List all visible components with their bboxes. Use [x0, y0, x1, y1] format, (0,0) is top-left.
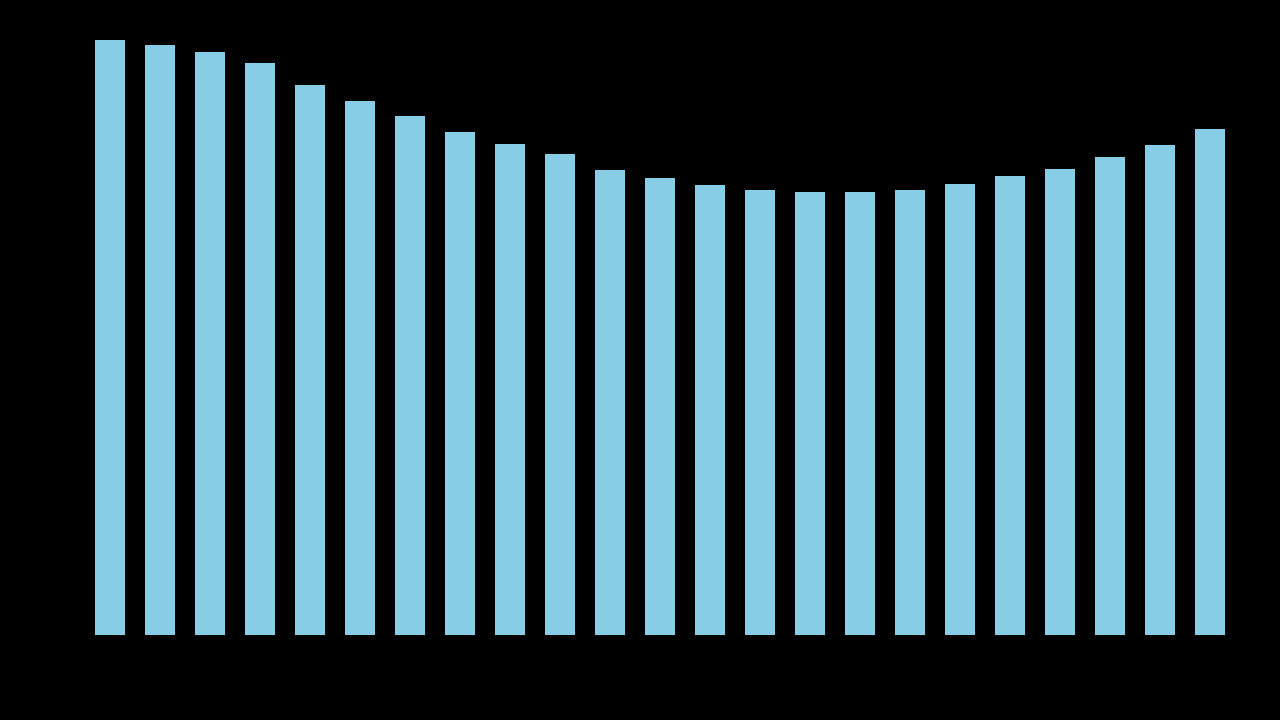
bar	[445, 132, 475, 635]
bar	[95, 40, 125, 635]
bar	[1095, 157, 1125, 635]
bar	[995, 176, 1025, 635]
bar	[895, 190, 925, 635]
bar	[795, 192, 825, 635]
bar	[245, 63, 275, 635]
bar-chart	[0, 0, 1280, 720]
bar	[295, 85, 325, 635]
bar	[495, 144, 525, 635]
bar	[695, 185, 725, 635]
bar	[1045, 169, 1075, 635]
bar	[1195, 129, 1225, 635]
bar	[645, 178, 675, 635]
bar	[545, 154, 575, 635]
bar	[395, 116, 425, 635]
bar	[845, 192, 875, 635]
bar	[595, 170, 625, 635]
bar	[145, 45, 175, 635]
bar	[945, 184, 975, 635]
bar	[195, 52, 225, 635]
bar	[345, 101, 375, 635]
bar	[1145, 145, 1175, 635]
bar	[745, 190, 775, 635]
